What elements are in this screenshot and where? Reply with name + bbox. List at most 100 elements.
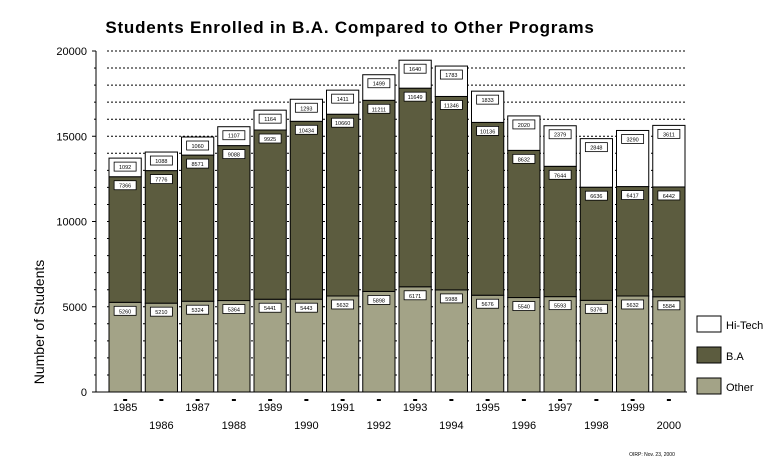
data-label: 1499 bbox=[373, 82, 385, 88]
data-label-box bbox=[186, 304, 210, 315]
bar-segment-other bbox=[652, 296, 686, 393]
data-label: 5540 bbox=[518, 305, 530, 311]
legend-label: Hi-Tech bbox=[726, 320, 763, 332]
data-label-box bbox=[621, 299, 645, 310]
x-tick-mark bbox=[521, 399, 526, 401]
data-label-box bbox=[548, 300, 572, 311]
bar-segment-ba bbox=[616, 186, 650, 297]
data-label: 6417 bbox=[627, 194, 639, 200]
x-tick-mark bbox=[558, 399, 563, 401]
chart-title: Students Enrolled in B.A. Compared to Ot… bbox=[105, 18, 594, 37]
legend-label: B.A bbox=[726, 351, 744, 363]
data-label-box bbox=[512, 119, 536, 130]
data-label: 5988 bbox=[445, 297, 457, 303]
legend: Hi-Tech B.A Other bbox=[696, 315, 763, 395]
x-tick-mark bbox=[231, 399, 236, 401]
bar-segment-other bbox=[253, 298, 287, 393]
data-label-box bbox=[548, 129, 572, 140]
legend-swatch bbox=[696, 346, 722, 364]
data-label: 1783 bbox=[445, 73, 457, 79]
data-label-box bbox=[621, 190, 645, 200]
bar-segment-ba bbox=[108, 176, 142, 303]
data-label-box bbox=[621, 134, 645, 144]
data-label-box bbox=[476, 94, 500, 105]
bar-segment-other bbox=[507, 297, 541, 393]
data-label: 1833 bbox=[482, 98, 494, 104]
x-tick-label: 1998 bbox=[584, 420, 608, 432]
x-tick-label: 1985 bbox=[113, 402, 137, 414]
data-label: 9925 bbox=[264, 137, 276, 143]
y-tick-label: 0 bbox=[81, 387, 87, 399]
data-label: 1060 bbox=[192, 144, 204, 150]
data-label-box bbox=[294, 302, 318, 313]
x-tick-mark bbox=[304, 399, 309, 401]
bar-segment-ba bbox=[144, 170, 178, 304]
data-label-box bbox=[149, 306, 173, 317]
data-label: 5898 bbox=[373, 298, 385, 304]
data-label: 1092 bbox=[119, 165, 131, 171]
data-label-box bbox=[657, 128, 681, 139]
data-label-box bbox=[476, 126, 500, 136]
data-label: 1411 bbox=[337, 97, 349, 103]
data-label-box bbox=[331, 299, 355, 310]
data-label: 5376 bbox=[590, 307, 602, 313]
data-label-box bbox=[367, 295, 391, 305]
legend-swatch bbox=[696, 377, 722, 395]
legend-swatch bbox=[696, 315, 722, 333]
data-label: 3290 bbox=[627, 137, 639, 143]
y-tick-label: 20000 bbox=[56, 46, 87, 58]
bar-segment-ba bbox=[217, 145, 251, 302]
data-label: 5260 bbox=[119, 309, 131, 315]
y-axis-label: Number of Students bbox=[31, 260, 47, 385]
x-tick-mark bbox=[449, 399, 454, 401]
bar-segment-other bbox=[181, 300, 215, 393]
data-label: 5443 bbox=[300, 306, 312, 312]
x-tick-label: 1988 bbox=[222, 420, 246, 432]
x-tick-label: 1987 bbox=[185, 402, 209, 414]
footnote: OIRP: Nov. 23, 2000 bbox=[629, 452, 675, 458]
x-tick-label: 1986 bbox=[149, 420, 173, 432]
data-label-box bbox=[367, 78, 391, 89]
data-label-box bbox=[512, 301, 536, 311]
data-label-box bbox=[331, 93, 355, 104]
bar-segment-other bbox=[471, 294, 505, 393]
bar-segment-other bbox=[326, 295, 360, 393]
data-label: 7366 bbox=[119, 184, 131, 190]
x-tick-label: 1990 bbox=[294, 420, 318, 432]
y-tick-label: 10000 bbox=[56, 217, 87, 229]
data-label: 8632 bbox=[518, 157, 530, 163]
data-label-box bbox=[113, 180, 137, 191]
data-label: 5210 bbox=[155, 310, 167, 316]
data-label-box bbox=[439, 69, 463, 80]
x-tick-label: 1999 bbox=[620, 402, 644, 414]
data-label: 1164 bbox=[264, 117, 276, 123]
data-label: 1107 bbox=[228, 134, 240, 140]
bar-segment-other bbox=[616, 295, 650, 393]
data-label-box bbox=[512, 153, 536, 164]
bar-segment-ba bbox=[507, 149, 541, 299]
x-tick-mark bbox=[594, 399, 599, 401]
x-tick-mark bbox=[159, 399, 164, 401]
data-label-box bbox=[149, 155, 173, 166]
x-tick-mark bbox=[123, 399, 128, 401]
data-label: 6636 bbox=[590, 194, 602, 200]
data-label-box bbox=[186, 158, 210, 169]
data-label-box bbox=[657, 300, 681, 311]
data-label-box bbox=[258, 113, 282, 124]
data-label: 10660 bbox=[335, 121, 350, 127]
x-tick-label: 1991 bbox=[330, 402, 354, 414]
bar-segment-other bbox=[108, 301, 142, 393]
data-label-box bbox=[439, 100, 463, 110]
data-label-box bbox=[331, 117, 355, 128]
x-tick-label: 2000 bbox=[657, 420, 681, 432]
data-label: 1088 bbox=[155, 159, 167, 165]
data-label: 1293 bbox=[300, 106, 312, 112]
x-tick-mark bbox=[268, 399, 273, 401]
bar-segment-other bbox=[434, 289, 468, 393]
data-label: 3611 bbox=[663, 132, 675, 138]
data-label-box bbox=[258, 133, 282, 144]
data-label-box bbox=[186, 140, 210, 151]
x-tick-label: 1993 bbox=[403, 402, 427, 414]
data-label-box bbox=[294, 124, 318, 135]
